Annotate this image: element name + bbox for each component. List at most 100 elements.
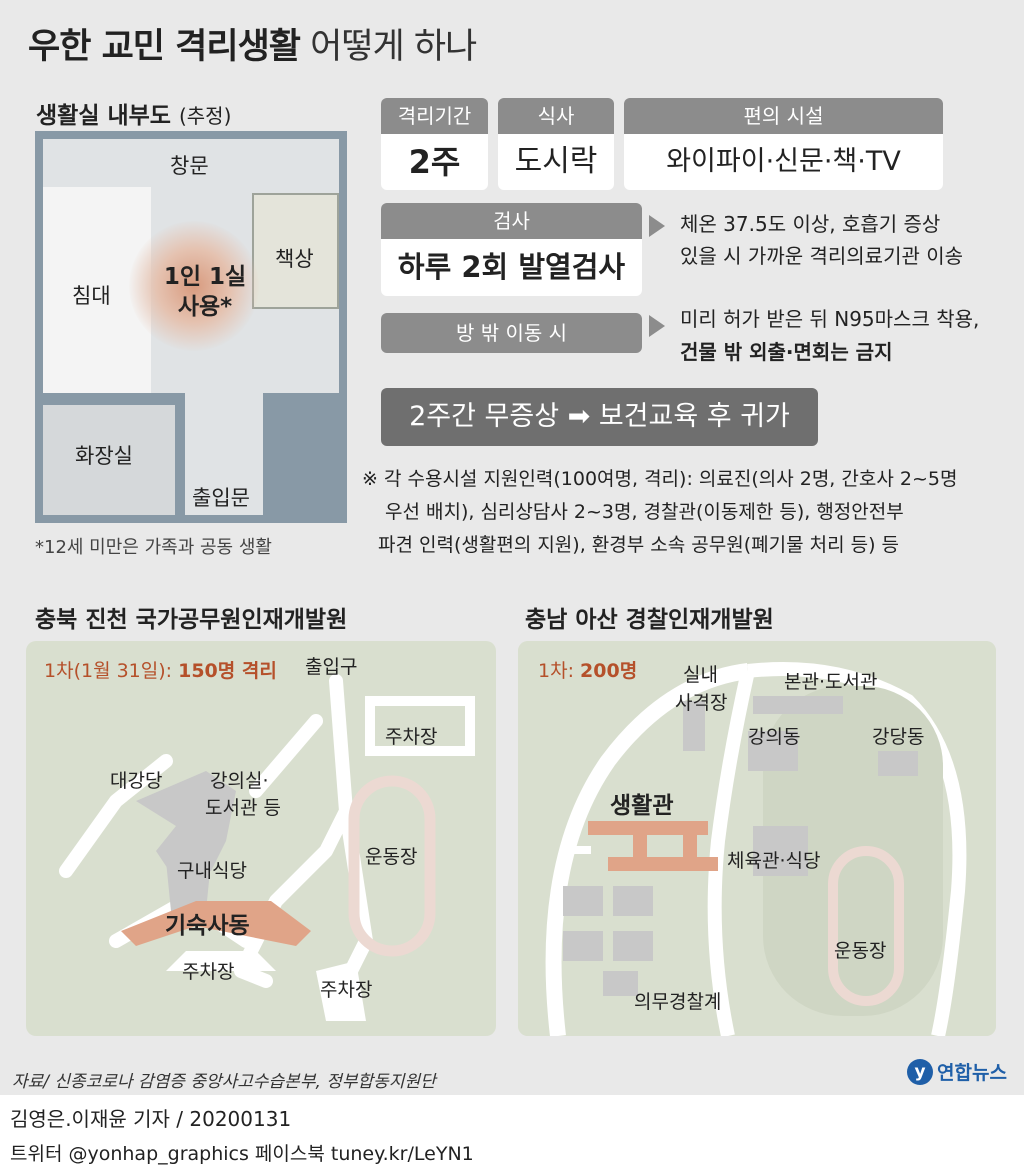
asan-phase-text: 1차: <box>538 660 574 682</box>
bathroom-label: 화장실 <box>75 444 133 468</box>
asan-gym-label: 체육관·식당 <box>727 850 821 872</box>
asan-track <box>828 846 904 1006</box>
asan-marker <box>566 846 591 854</box>
asan-hall-building <box>878 751 918 776</box>
asan-block-4 <box>613 931 653 961</box>
room-heading-note: (추정) <box>178 104 232 128</box>
desk <box>252 193 339 309</box>
move-note-1: 미리 허가 받은 뒤 N95마스크 착용, <box>680 307 980 331</box>
jincheon-parking-top <box>365 696 475 756</box>
jincheon-entrance-label: 출입구 <box>305 656 358 678</box>
test-note-1: 체온 37.5도 이상, 호흡기 증상 <box>680 212 941 236</box>
jincheon-track <box>348 775 436 957</box>
occupancy-line2: 사용* <box>177 294 233 320</box>
asan-main-building <box>753 696 843 714</box>
byline: 김영은.이재윤 기자 / 20200131 <box>10 1107 292 1131</box>
asan-main-label: 본관·도서관 <box>784 671 878 693</box>
move-note-2: 건물 밖 외출·면회는 금지 <box>680 340 893 364</box>
asan-gym-building <box>753 826 808 876</box>
jincheon-auditorium-label: 대강당 <box>110 770 163 792</box>
page-title: 우한 교민 격리생활 어떻게 하나 <box>28 18 477 69</box>
asan-living-bottom-right <box>668 857 718 871</box>
asan-block-3 <box>563 931 603 961</box>
asan-living-top-right <box>688 821 708 835</box>
jincheon-lecture-label-2: 도서관 등 <box>205 797 281 819</box>
asan-track-label: 운동장 <box>834 940 887 962</box>
source-note: 자료/ 신종코로나 감염증 중앙사고수습본부, 정부합동지원단 <box>12 1072 436 1092</box>
jincheon-road-main <box>234 674 353 988</box>
jincheon-dorm-building <box>121 901 311 946</box>
asan-road-east <box>747 662 967 1036</box>
asan-range-building <box>683 701 705 751</box>
test-value: 하루 2회 발열검사 <box>381 239 642 296</box>
jincheon-road-west <box>59 754 173 878</box>
jincheon-lecture-label-1: 강의실· <box>210 770 269 792</box>
asan-phase: 1차: 200명 <box>538 656 637 683</box>
yonhap-logo-icon: y <box>907 1058 933 1085</box>
bathroom <box>43 405 175 515</box>
asan-heading: 충남 아산 경찰인재개발원 <box>525 607 774 633</box>
asan-range-label-2: 사격장 <box>675 692 728 714</box>
amenity-value: 와이파이·신문·책·TV <box>624 134 943 190</box>
test-note-2: 있을 시 가까운 격리의료기관 이송 <box>680 244 964 268</box>
move-arrow-icon <box>649 315 665 337</box>
jincheon-parking-bottom-label: 주차장 <box>182 961 235 983</box>
jincheon-map-drawing <box>59 674 475 1021</box>
asan-count: 200명 <box>580 660 638 682</box>
asan-range-label-1: 실내 <box>683 664 718 686</box>
title-bold: 우한 교민 격리생활 <box>28 27 301 67</box>
occupancy-text: 1인 1실 사용* <box>150 262 260 322</box>
room-heading-text: 생활실 내부도 <box>36 103 171 129</box>
staff-line-3: 파견 인력(생활편의 지원), 환경부 소속 공무원(폐기물 처리 등) 등 <box>378 534 900 556</box>
bed-label: 침대 <box>72 284 111 308</box>
room-heading: 생활실 내부도 (추정) <box>36 96 231 130</box>
jincheon-count: 150명 격리 <box>178 660 277 682</box>
title-light: 어떻게 하나 <box>310 27 477 67</box>
jincheon-heading: 충북 진천 국가공무원인재개발원 <box>35 607 348 633</box>
yonhap-logo: y 연합뉴스 <box>907 1058 1007 1085</box>
asan-living-bottom-left <box>608 857 668 871</box>
test-arrow-icon <box>649 215 665 237</box>
window-label: 창문 <box>170 154 209 178</box>
door-label: 출입문 <box>192 486 250 510</box>
asan-block-5 <box>603 971 638 996</box>
amenity-label: 편의 시설 <box>624 98 943 134</box>
yonhap-logo-text: 연합뉴스 <box>937 1062 1007 1084</box>
occupancy-glow <box>129 221 259 351</box>
bathroom-wall-top <box>39 393 185 405</box>
jincheon-parking-bottom <box>166 951 276 971</box>
asan-hall-label: 강당동 <box>872 726 925 748</box>
asan-living-stem-left <box>633 835 647 859</box>
test-label: 검사 <box>381 203 642 239</box>
jincheon-lecture-building <box>136 771 236 881</box>
asan-road-center <box>707 669 755 1036</box>
asan-map <box>518 641 996 1036</box>
jincheon-parking-right <box>316 961 366 1021</box>
move-label: 방 밖 이동 시 <box>381 313 642 353</box>
asan-living-label: 생활관 <box>610 793 674 819</box>
jincheon-dorm-label: 기숙사동 <box>165 913 250 939</box>
asan-living-stem-right <box>683 835 697 859</box>
door-wall <box>263 393 347 523</box>
jincheon-parking-top-label: 주차장 <box>385 726 438 748</box>
jincheon-phase-text: 1차(1월 31일): <box>44 660 173 682</box>
asan-map-drawing <box>518 641 996 1036</box>
room-footnote: *12세 미만은 가족과 공동 생활 <box>35 537 272 558</box>
result-bar: 2주간 무증상 ➡ 보건교육 후 귀가 <box>381 388 818 446</box>
asan-living-top-left <box>588 821 698 835</box>
asan-lecture-label: 강의동 <box>748 726 801 748</box>
occupancy-line1: 1인 1실 <box>163 264 247 290</box>
asan-block-1 <box>563 886 603 916</box>
period-label: 격리기간 <box>381 98 488 134</box>
staff-line-2: 우선 배치), 심리상담사 2~3명, 경찰관(이동제한 등), 행정안전부 <box>385 501 904 523</box>
jincheon-map <box>26 641 496 1036</box>
period-value: 2주 <box>381 134 488 190</box>
social-links: 트위터 @yonhap_graphics 페이스북 tuney.kr/LeYN1 <box>10 1143 474 1165</box>
meal-label: 식사 <box>498 98 614 134</box>
meal-value: 도시락 <box>498 134 614 190</box>
asan-road-west <box>545 663 750 1036</box>
jincheon-cafeteria-label: 구내식당 <box>177 860 247 882</box>
room-floor-plan <box>35 131 347 523</box>
asan-conscript-label: 의무경찰계 <box>634 991 722 1013</box>
jincheon-parking-right-label: 주차장 <box>320 979 373 1001</box>
